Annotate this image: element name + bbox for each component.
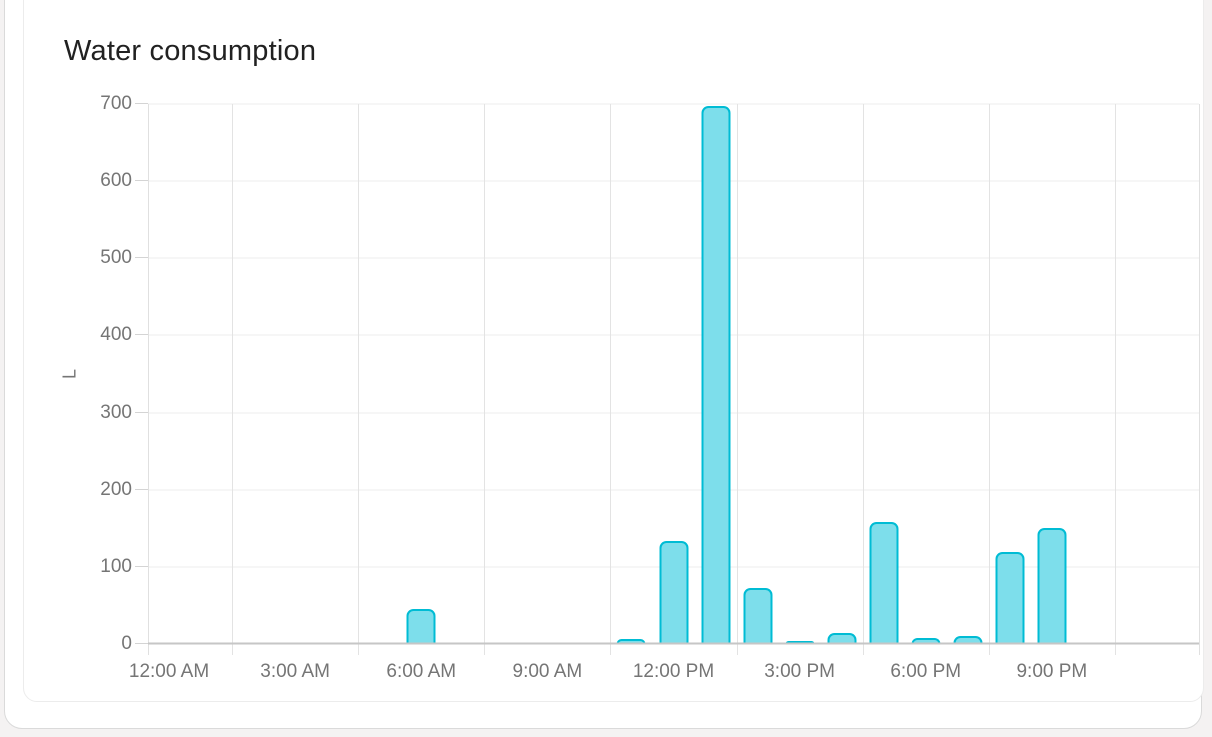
x-gridline <box>232 104 234 655</box>
y-axis-title: L <box>59 368 80 380</box>
y-tick-label: 300 <box>100 401 132 423</box>
y-tick-mark <box>135 565 148 567</box>
x-tick-label: 6:00 PM <box>890 661 962 682</box>
water-consumption-bar[interactable] <box>616 639 646 644</box>
water-consumption-bar[interactable] <box>406 608 436 644</box>
water-consumption-bar[interactable] <box>1037 528 1067 644</box>
y-gridline <box>148 412 1199 414</box>
water-consumption-bar[interactable] <box>827 633 857 644</box>
x-gridline <box>610 104 612 655</box>
x-gridline <box>358 104 360 655</box>
plot-area: 0 100 200 300 400 500 600 700 12:00 AM 3:00 AM 6:0… <box>100 93 1200 682</box>
y-gridline <box>148 180 1199 182</box>
x-gridline <box>988 104 990 655</box>
y-tick-mark <box>135 180 148 182</box>
x-gridline <box>862 104 864 655</box>
x-gridline <box>484 104 486 655</box>
x-tick-label: 12:00 PM <box>632 661 715 682</box>
water-consumption-bar[interactable] <box>659 541 688 644</box>
y-tick-mark <box>135 257 148 259</box>
y-tick-mark <box>135 643 148 644</box>
water-consumption-bar[interactable] <box>911 637 941 644</box>
y-gridline <box>148 334 1199 336</box>
y-gridline <box>148 103 1199 105</box>
y-tick-label: 700 <box>100 93 132 114</box>
water-consumption-bar[interactable] <box>869 522 899 644</box>
x-tick-label: 9:00 AM <box>512 661 583 682</box>
dialog-panel: Water consumption L 0 100 200 300 400 500 600 7… <box>4 0 1204 729</box>
water-consumption-bar[interactable] <box>743 588 773 644</box>
y-tick-mark <box>135 334 148 336</box>
water-consumption-bar[interactable] <box>953 635 983 644</box>
y-axis-line <box>148 104 149 655</box>
y-tick-label: 500 <box>100 247 132 269</box>
y-tick-label: 400 <box>100 324 132 346</box>
x-axis-line <box>148 642 1199 645</box>
x-tick-label: 12:00 AM <box>128 661 210 682</box>
x-tick-label: 3:00 PM <box>764 661 835 682</box>
plot-right-border <box>1199 104 1200 655</box>
y-tick-mark <box>135 488 148 490</box>
x-gridline <box>736 104 738 655</box>
x-tick-label: 3:00 AM <box>260 661 330 682</box>
water-consumption-bar[interactable] <box>995 552 1025 644</box>
card-title: Water consumption <box>64 35 317 67</box>
y-tick-label: 600 <box>100 170 132 192</box>
x-gridline <box>1114 104 1116 655</box>
y-tick-label: 0 <box>121 633 132 654</box>
y-tick-mark <box>135 103 148 104</box>
y-tick-label: 200 <box>100 478 132 500</box>
y-gridline <box>148 257 1199 259</box>
y-tick-mark <box>135 411 148 413</box>
water-consumption-bar[interactable] <box>701 106 731 644</box>
y-gridline <box>148 489 1199 491</box>
y-tick-label: 100 <box>100 555 132 577</box>
x-tick-label: 6:00 AM <box>386 661 457 682</box>
x-tick-label: 9:00 PM <box>1016 661 1088 682</box>
water-consumption-card: Water consumption L 0 100 200 300 400 500 600 7… <box>23 0 1204 702</box>
